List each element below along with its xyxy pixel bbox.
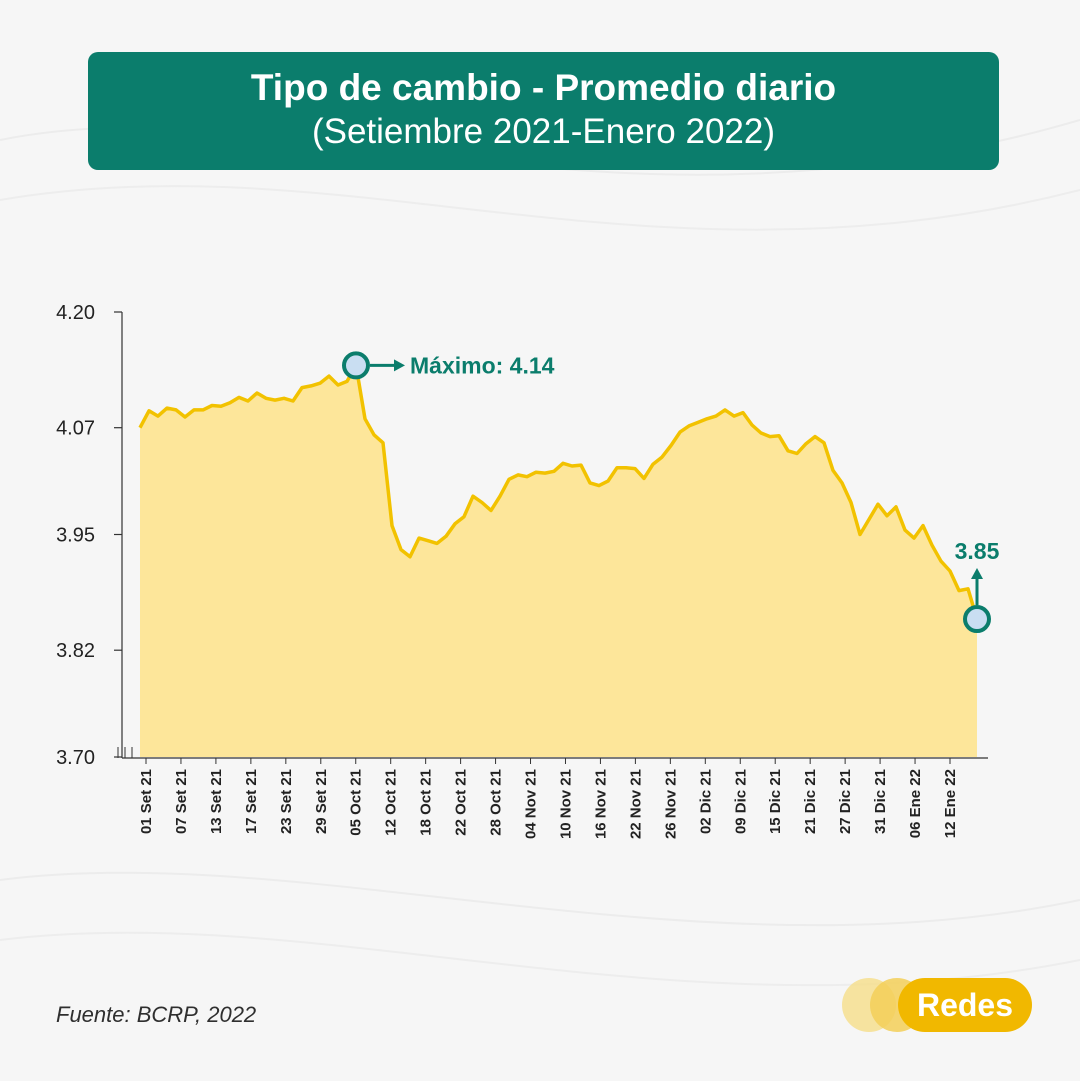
- chart-subtitle: (Setiembre 2021-Enero 2022): [311, 112, 776, 151]
- y-tick-label: 4.20: [56, 302, 95, 324]
- series-line: [138, 363, 979, 620]
- x-tick-label: 28 Oct 21: [488, 769, 505, 836]
- x-tick-label: 02 Dic 21: [697, 769, 714, 834]
- arrow-head-icon: [971, 568, 983, 580]
- brand-name: Redes: [898, 978, 1032, 1032]
- x-tick-label: 13 Set 21: [208, 769, 225, 834]
- y-tick-label: 3.70: [56, 747, 95, 769]
- y-tick-label: 3.82: [56, 640, 95, 662]
- x-tick-label: 31 Dic 21: [872, 769, 889, 834]
- max-marker: [342, 351, 370, 380]
- x-tick-label: 01 Set 21: [138, 769, 155, 834]
- x-tick-label: 07 Set 21: [173, 769, 190, 834]
- last-annotation-label: 3.85: [955, 538, 1000, 564]
- y-tick-label: 4.07: [56, 418, 95, 440]
- x-tick-label: 06 Ene 22: [907, 769, 924, 838]
- brand-logo: Redes: [842, 978, 1034, 1032]
- x-tick-label: 22 Nov 21: [627, 769, 644, 839]
- x-tick-label: 29 Set 21: [313, 769, 330, 834]
- x-tick-label: 09 Dic 21: [732, 769, 749, 834]
- source-note: Fuente: BCRP, 2022: [56, 1002, 257, 1027]
- x-tick-label: 10 Nov 21: [557, 769, 574, 839]
- x-tick-label: 22 Oct 21: [453, 769, 470, 836]
- x-tick-label: 27 Dic 21: [837, 769, 854, 834]
- max-annotation-label: Máximo: 4.14: [410, 352, 555, 378]
- x-tick-label: 16 Nov 21: [592, 769, 609, 839]
- x-tick-label: 04 Nov 21: [523, 769, 540, 839]
- x-tick-label: 05 Oct 21: [348, 769, 365, 836]
- title-banner: Tipo de cambio - Promedio diario (Setiem…: [88, 52, 999, 170]
- y-tick-label: 3.95: [56, 525, 95, 547]
- x-tick-label: 23 Set 21: [278, 769, 295, 834]
- last-marker: [963, 605, 991, 634]
- x-tick-label: 21 Dic 21: [802, 769, 819, 834]
- x-tick-label: 12 Ene 22: [942, 769, 959, 838]
- arrow-head-icon: [394, 359, 405, 372]
- series-area: [140, 365, 977, 757]
- x-tick-label: 17 Set 21: [243, 769, 260, 834]
- x-tick-label: 26 Nov 21: [662, 769, 679, 839]
- chart-title: Tipo de cambio - Promedio diario: [250, 67, 837, 108]
- x-tick-label: 15 Dic 21: [767, 769, 784, 834]
- x-tick-label: 12 Oct 21: [383, 769, 400, 836]
- x-tick-label: 18 Oct 21: [418, 769, 435, 836]
